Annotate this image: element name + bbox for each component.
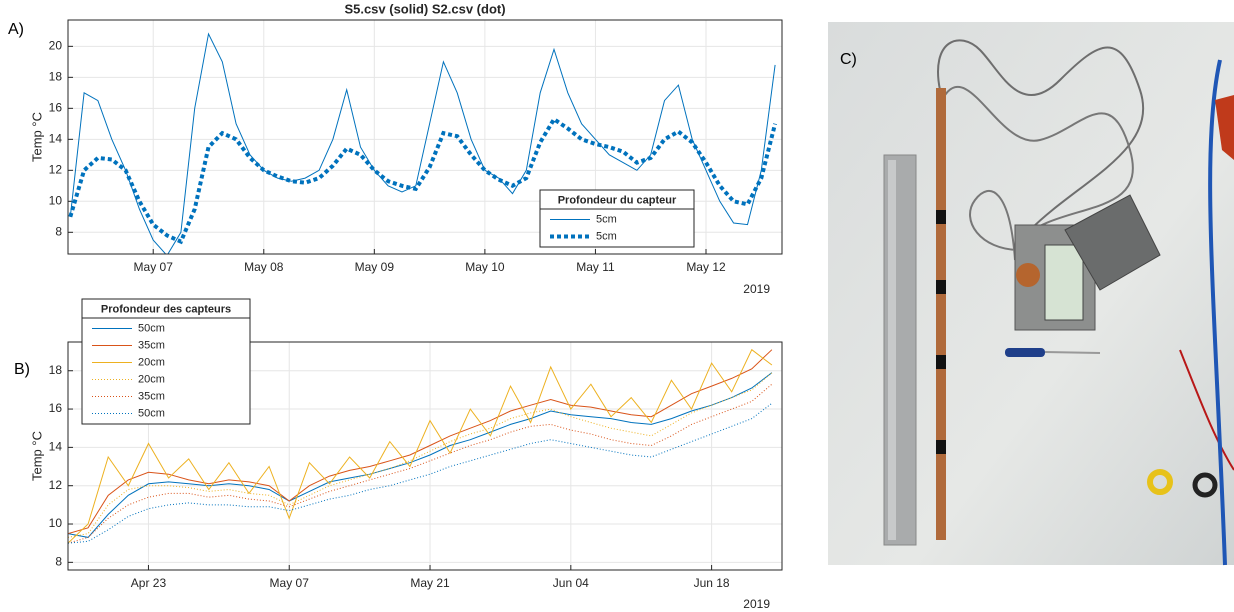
y-tick-label: 16 bbox=[49, 101, 63, 115]
legend-label: 20cm bbox=[138, 356, 165, 368]
legend-label: 35cm bbox=[138, 339, 165, 351]
y-tick-label: 18 bbox=[49, 70, 63, 84]
series-line bbox=[68, 116, 778, 245]
x-tick-label: May 07 bbox=[134, 260, 174, 274]
series-line bbox=[68, 348, 773, 544]
series-line bbox=[68, 383, 773, 544]
x-tick-label: May 08 bbox=[244, 260, 284, 274]
y-tick-label: 12 bbox=[49, 162, 63, 176]
panel-label: A) bbox=[8, 21, 24, 38]
y-tick-label: 14 bbox=[49, 440, 63, 454]
plot bbox=[68, 32, 778, 254]
photo: C) bbox=[828, 22, 1234, 566]
y-tick-label: 8 bbox=[55, 555, 62, 569]
x-tick-label: Jun 04 bbox=[553, 576, 589, 590]
legend-label: 5cm bbox=[596, 230, 617, 242]
axes-box bbox=[67, 19, 783, 255]
legend-title: Profondeur des capteurs bbox=[101, 303, 231, 315]
legend-label: 50cm bbox=[138, 407, 165, 419]
panel-label: C) bbox=[840, 51, 857, 68]
series-line bbox=[69, 32, 776, 254]
axes-box bbox=[67, 341, 783, 571]
y-tick-label: 10 bbox=[49, 193, 63, 207]
x-tick-label: Apr 23 bbox=[131, 576, 167, 590]
x-tick-label: Jun 18 bbox=[694, 576, 730, 590]
y-tick-label: 12 bbox=[49, 478, 63, 492]
legend-label: 35cm bbox=[138, 390, 165, 402]
y-tick-label: 8 bbox=[55, 224, 62, 238]
y-axis-label: Temp °C bbox=[29, 431, 44, 481]
x-tick-label: May 11 bbox=[576, 260, 615, 274]
series-line bbox=[68, 372, 773, 538]
plot bbox=[68, 348, 773, 544]
x-tick-label: May 21 bbox=[410, 576, 450, 590]
legend-label: 20cm bbox=[138, 373, 165, 385]
y-tick-label: 10 bbox=[49, 516, 63, 530]
series-line bbox=[68, 372, 773, 538]
x-tick-label: May 09 bbox=[355, 260, 395, 274]
chart-title: S5.csv (solid) S2.csv (dot) bbox=[344, 1, 505, 16]
x-tick-label: May 12 bbox=[686, 260, 726, 274]
y-tick-label: 16 bbox=[49, 401, 63, 415]
y-tick-label: 20 bbox=[49, 39, 63, 53]
legend-title: Profondeur du capteur bbox=[558, 194, 677, 206]
panel-label: B) bbox=[14, 361, 30, 378]
legend-label: 5cm bbox=[596, 213, 617, 225]
x-year-label: 2019 bbox=[743, 597, 770, 611]
y-tick-label: 14 bbox=[49, 131, 63, 145]
x-tick-label: May 07 bbox=[270, 576, 310, 590]
y-tick-label: 18 bbox=[49, 363, 63, 377]
legend-box bbox=[81, 298, 251, 425]
series-line bbox=[68, 402, 773, 544]
y-axis-label: Temp °C bbox=[29, 112, 44, 162]
legend-label: 50cm bbox=[138, 322, 165, 334]
x-tick-label: May 10 bbox=[465, 260, 505, 274]
x-year-label: 2019 bbox=[743, 282, 770, 296]
